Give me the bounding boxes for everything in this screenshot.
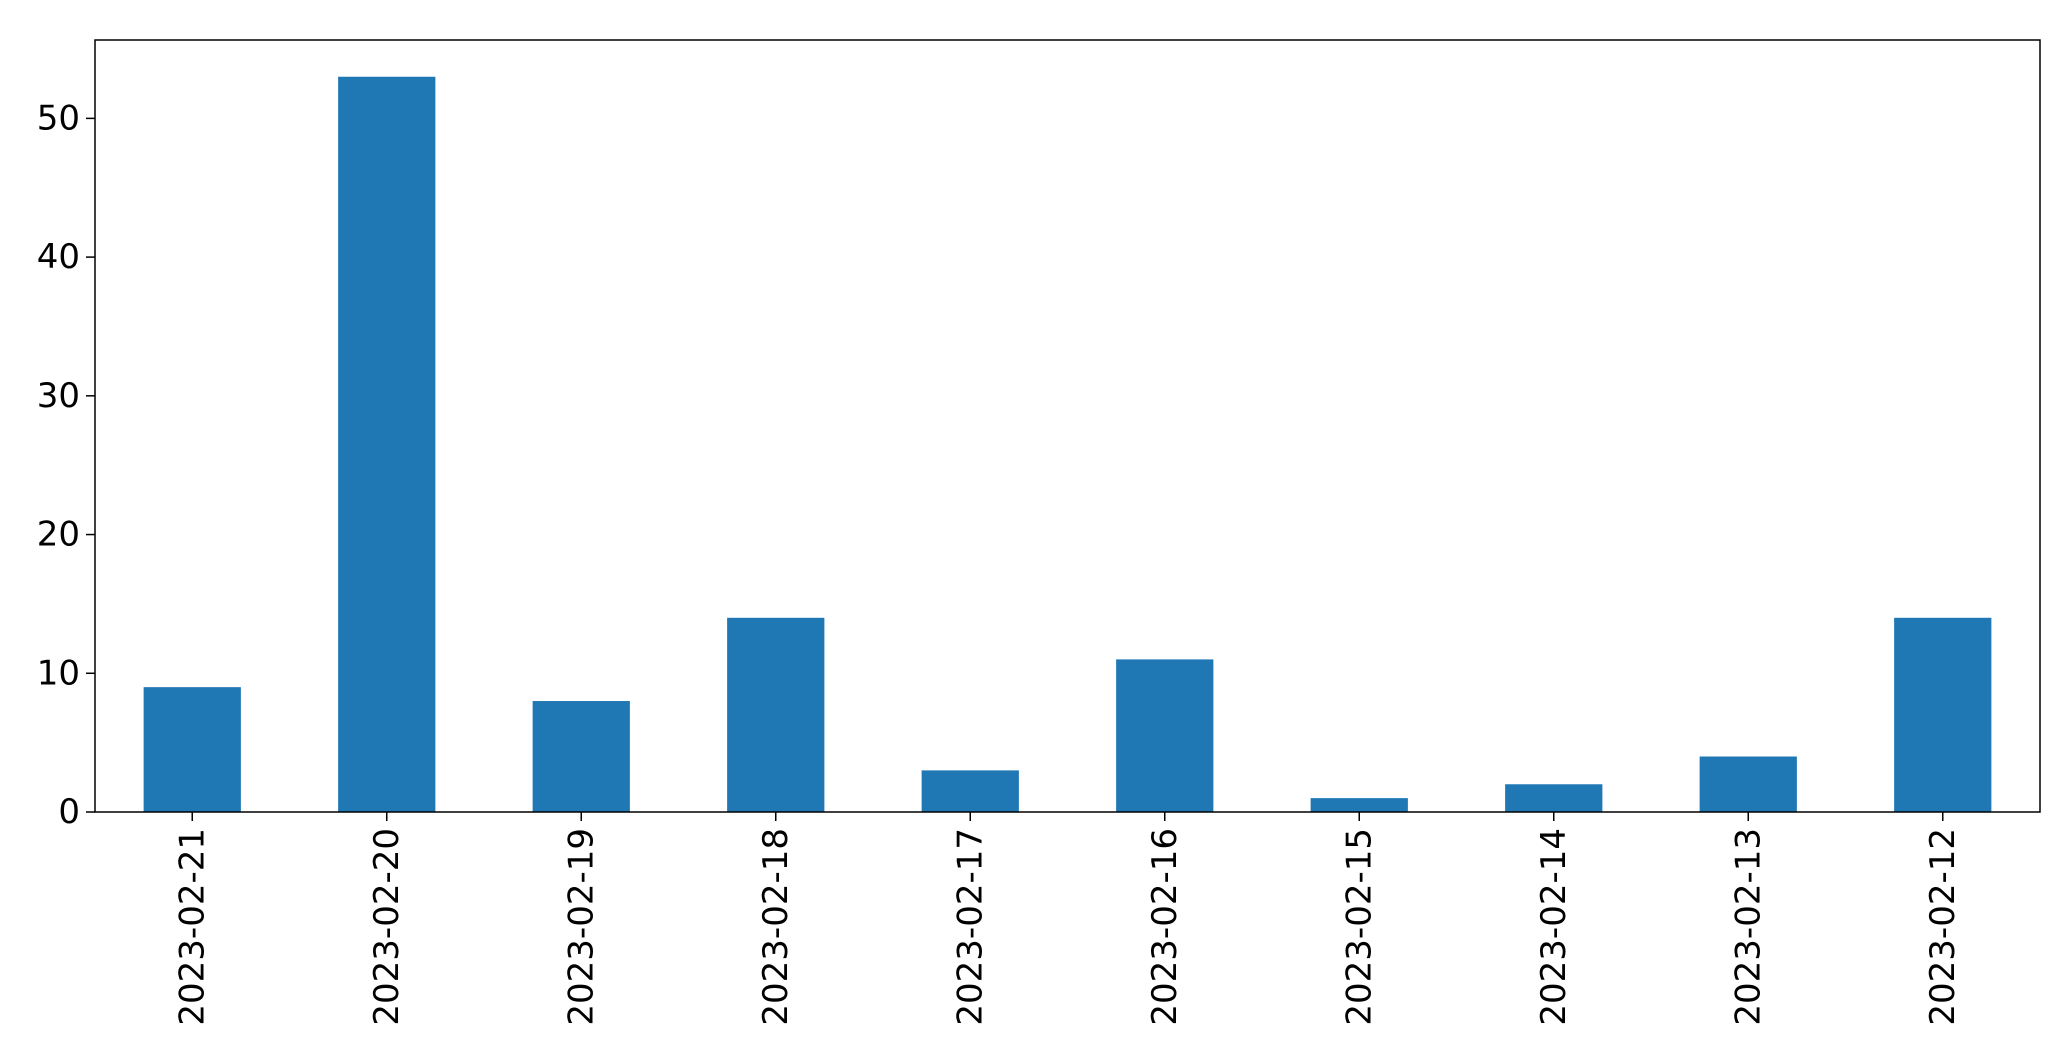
y-tick-label: 40	[37, 237, 80, 277]
bar-2023-02-14	[1505, 784, 1603, 812]
x-tick-label: 2023-02-16	[1145, 828, 1185, 1026]
plot-frame	[94, 39, 2041, 813]
bar-2023-02-17	[921, 770, 1019, 812]
bars-layer	[143, 76, 1992, 812]
x-tick-label: 2023-02-12	[1923, 828, 1963, 1026]
bar-2023-02-13	[1699, 756, 1797, 812]
bar-2023-02-16	[1116, 659, 1214, 812]
y-tick-label: 20	[37, 515, 80, 555]
y-axis: 0 10 20 30 40 50	[37, 98, 95, 832]
bar-2023-02-19	[532, 701, 630, 812]
bar-2023-02-15	[1310, 798, 1408, 812]
x-tick-label: 2023-02-13	[1728, 828, 1768, 1026]
x-tick-label: 2023-02-19	[561, 828, 601, 1026]
bar-2023-02-18	[727, 617, 825, 812]
y-tick-label: 0	[58, 792, 80, 832]
y-tick-label: 10	[37, 653, 80, 693]
x-tick-label: 2023-02-15	[1339, 828, 1379, 1026]
x-tick-label: 2023-02-18	[756, 828, 796, 1026]
bar-2023-02-12	[1894, 617, 1992, 812]
bar-2023-02-20	[338, 76, 436, 812]
x-axis: 2023-02-21 2023-02-20 2023-02-19 2023-02-18…	[172, 812, 1963, 1026]
x-tick-label: 2023-02-17	[950, 828, 990, 1026]
x-tick-label: 2023-02-21	[172, 828, 212, 1026]
x-tick-label: 2023-02-20	[367, 828, 407, 1026]
y-tick-label: 50	[37, 98, 80, 138]
y-tick-label: 30	[37, 376, 80, 416]
bar-2023-02-21	[143, 687, 241, 812]
x-tick-label: 2023-02-14	[1534, 828, 1574, 1026]
